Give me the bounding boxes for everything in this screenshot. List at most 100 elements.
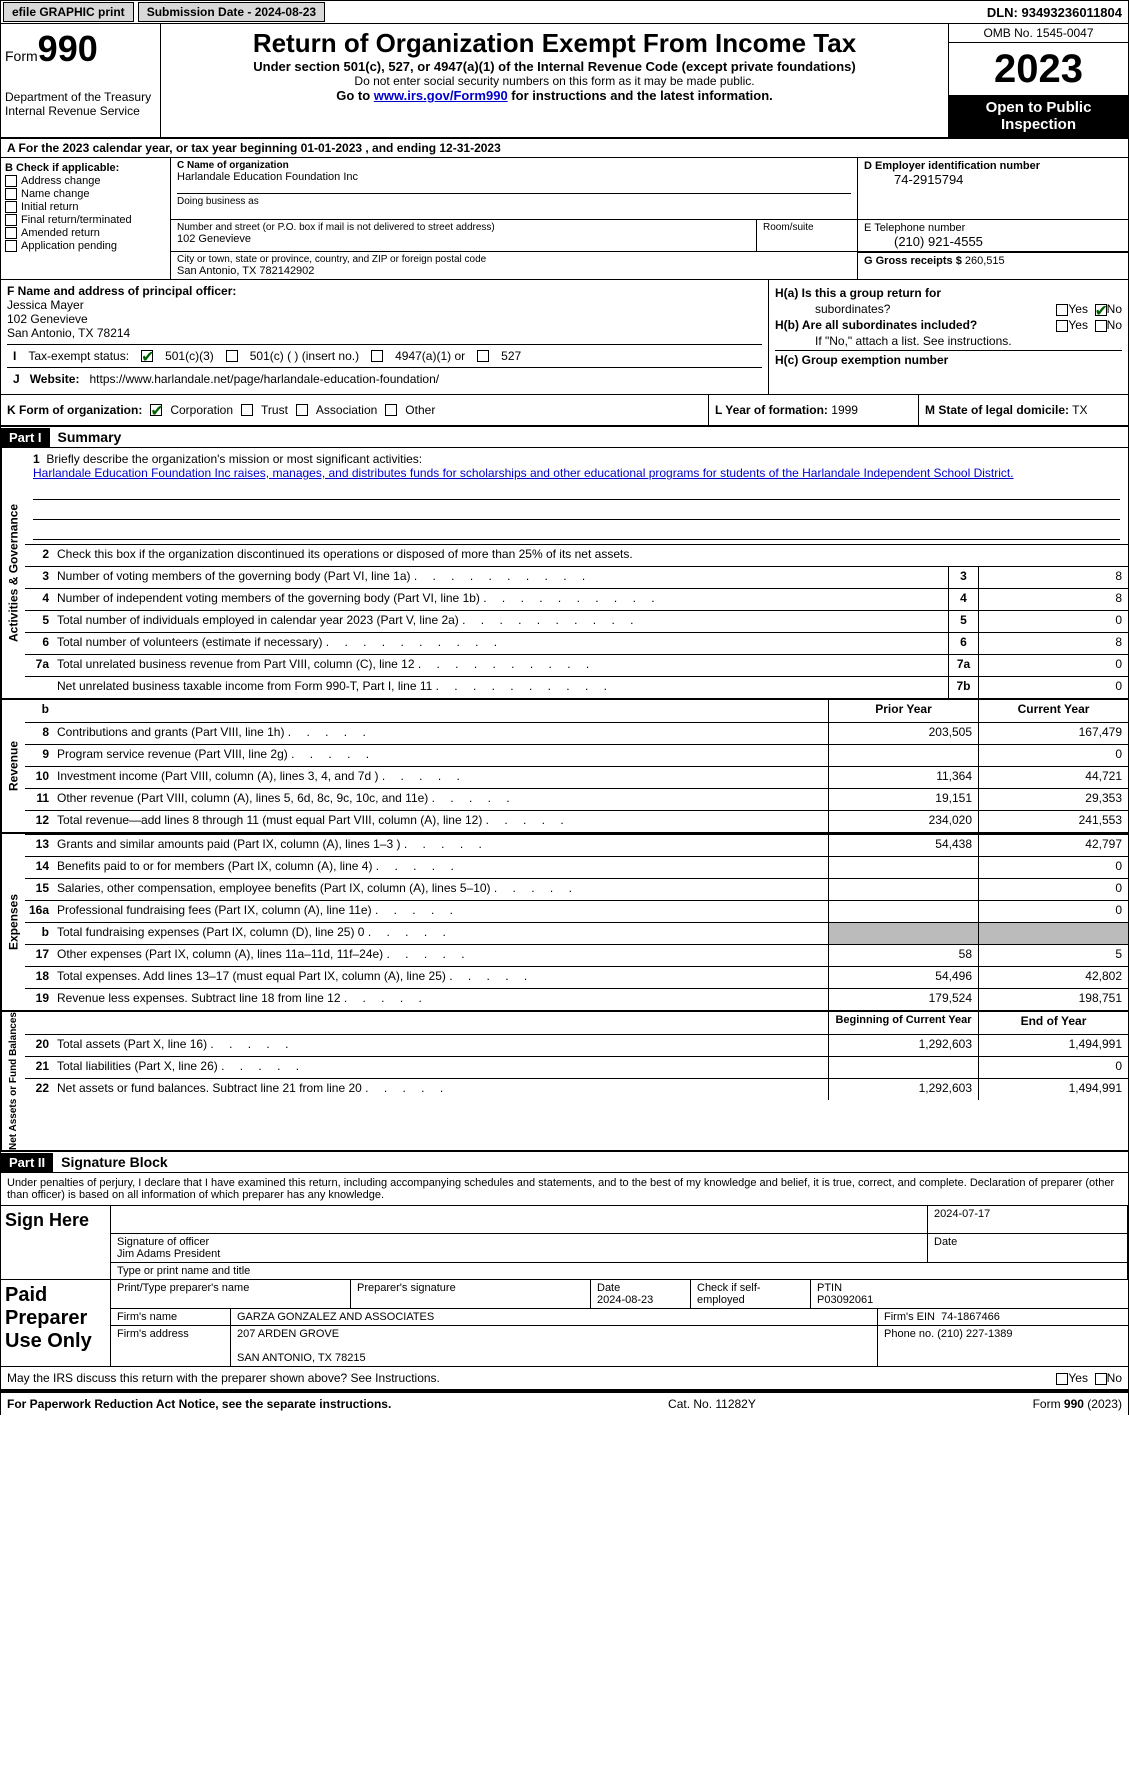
chk-501c[interactable] <box>226 350 238 362</box>
ptin-value: P03092061 <box>817 1294 873 1306</box>
mission-text[interactable]: Harlandale Education Foundation Inc rais… <box>33 466 1014 480</box>
opt-final: Final return/terminated <box>21 214 132 226</box>
opt-pending: Application pending <box>21 240 117 252</box>
j-label: Website: <box>30 372 80 386</box>
hb-sub: If "No," attach a list. See instructions… <box>775 334 1012 348</box>
chk-4947[interactable] <box>371 350 383 362</box>
data-line: 18 Total expenses. Add lines 13–17 (must… <box>25 966 1128 988</box>
data-line: 12 Total revenue—add lines 8 through 11 … <box>25 810 1128 832</box>
part2-title: Signature Block <box>53 1152 176 1172</box>
gov-line: 4 Number of independent voting members o… <box>25 588 1128 610</box>
type-name-label: Type or print name and title <box>111 1263 1128 1279</box>
data-line: 22 Net assets or fund balances. Subtract… <box>25 1078 1128 1100</box>
q2: Check this box if the organization disco… <box>57 547 633 561</box>
preparer-sig-label: Preparer's signature <box>351 1280 591 1309</box>
sign-here-block: Sign Here 2024-07-17 Signature of office… <box>1 1206 1128 1280</box>
officer-name: Jessica Mayer <box>7 298 762 312</box>
chk-address[interactable] <box>5 175 17 187</box>
col-current: Current Year <box>978 700 1128 722</box>
m-label: M State of legal domicile: <box>925 403 1069 417</box>
irs-link[interactable]: www.irs.gov/Form990 <box>374 88 508 103</box>
date-label: Date <box>928 1234 1128 1263</box>
firm-addr2: SAN ANTONIO, TX 78215 <box>237 1352 366 1364</box>
phone-label: E Telephone number <box>864 222 1122 234</box>
firm-addr1: 207 ARDEN GROVE <box>237 1328 339 1340</box>
footer-right: Form 990 (2023) <box>1033 1397 1122 1411</box>
sig-officer-label: Signature of officer <box>117 1236 209 1248</box>
sign-here-label: Sign Here <box>1 1206 111 1279</box>
room-label: Room/suite <box>763 222 851 233</box>
data-line: 13 Grants and similar amounts paid (Part… <box>25 834 1128 856</box>
subtitle-1: Under section 501(c), 527, or 4947(a)(1)… <box>169 59 940 74</box>
ha-yes[interactable] <box>1056 304 1068 316</box>
opt-501c: 501(c) ( ) (insert no.) <box>250 349 359 363</box>
chk-final[interactable] <box>5 214 17 226</box>
l-label: L Year of formation: <box>715 403 828 417</box>
ha-no[interactable] <box>1095 304 1107 316</box>
chk-527[interactable] <box>477 350 489 362</box>
gov-line: 6 Total number of volunteers (estimate i… <box>25 632 1128 654</box>
website-url: https://www.harlandale.net/page/harlanda… <box>90 372 440 386</box>
sub3-pre: Go to <box>336 88 374 103</box>
opt-501c3: 501(c)(3) <box>165 349 214 363</box>
form-container: Form990 Department of the Treasury Inter… <box>0 24 1129 1415</box>
chk-amended[interactable] <box>5 227 17 239</box>
submission-btn[interactable]: Submission Date - 2024-08-23 <box>138 2 325 22</box>
hb-yes[interactable] <box>1056 320 1068 332</box>
chk-501c3[interactable] <box>141 350 153 362</box>
ein-value: 74-2915794 <box>864 172 1122 187</box>
firm-ein: 74-1867466 <box>941 1311 1000 1323</box>
chk-name[interactable] <box>5 188 17 200</box>
l-value: 1999 <box>831 403 858 417</box>
preparer-date: 2024-08-23 <box>597 1294 653 1306</box>
chk-assoc[interactable] <box>296 404 308 416</box>
addr-label: Number and street (or P.O. box if mail i… <box>177 222 750 233</box>
ha-label: H(a) Is this a group return for <box>775 286 941 300</box>
row-klm: K Form of organization: Corporation Trus… <box>1 395 1128 427</box>
gov-line: 3 Number of voting members of the govern… <box>25 566 1128 588</box>
check-self: Check if self-employed <box>697 1282 761 1306</box>
subtitle-2: Do not enter social security numbers on … <box>169 74 940 88</box>
gross-label: G Gross receipts $ <box>864 255 962 267</box>
efile-btn[interactable]: efile GRAPHIC print <box>3 2 134 22</box>
vlabel-expenses: Expenses <box>1 834 25 1010</box>
dept-text: Department of the Treasury Internal Reve… <box>5 90 156 118</box>
data-line: 8 Contributions and grants (Part VIII, l… <box>25 722 1128 744</box>
section-b-cde: B Check if applicable: Address change Na… <box>1 158 1128 280</box>
firm-addr-label: Firm's address <box>111 1326 231 1366</box>
data-line: 9 Program service revenue (Part VIII, li… <box>25 744 1128 766</box>
hb-no[interactable] <box>1095 320 1107 332</box>
omb-number: OMB No. 1545-0047 <box>949 24 1128 43</box>
opt-address: Address change <box>21 175 101 187</box>
part2-hdr: Part II <box>1 1153 53 1172</box>
c-label: C Name of organization <box>177 160 289 171</box>
col-prior: Prior Year <box>828 700 978 722</box>
hb-label: H(b) Are all subordinates included? <box>775 318 977 332</box>
data-line: 16a Professional fundraising fees (Part … <box>25 900 1128 922</box>
chk-corp[interactable] <box>150 404 162 416</box>
line-a: A For the 2023 calendar year, or tax yea… <box>1 139 1128 158</box>
discuss-text: May the IRS discuss this return with the… <box>7 1371 440 1385</box>
discuss-yes[interactable] <box>1056 1373 1068 1385</box>
opt-527: 527 <box>501 349 521 363</box>
m-value: TX <box>1072 403 1087 417</box>
officer-addr1: 102 Genevieve <box>7 312 762 326</box>
phone-value: (210) 921-4555 <box>864 234 1122 249</box>
footer-left: For Paperwork Reduction Act Notice, see … <box>7 1397 391 1411</box>
data-line: 15 Salaries, other compensation, employe… <box>25 878 1128 900</box>
chk-other[interactable] <box>385 404 397 416</box>
paid-preparer-block: Paid Preparer Use Only Print/Type prepar… <box>1 1280 1128 1367</box>
chk-pending[interactable] <box>5 240 17 252</box>
chk-trust[interactable] <box>241 404 253 416</box>
form-header: Form990 Department of the Treasury Inter… <box>1 24 1128 139</box>
gov-line: Net unrelated business taxable income fr… <box>25 676 1128 698</box>
sign-date: 2024-07-17 <box>934 1208 990 1220</box>
discuss-no[interactable] <box>1095 1373 1107 1385</box>
topbar: efile GRAPHIC print Submission Date - 20… <box>0 0 1129 24</box>
street-addr: 102 Genevieve <box>177 233 750 245</box>
data-line: 19 Revenue less expenses. Subtract line … <box>25 988 1128 1010</box>
open-inspection: Open to Public Inspection <box>949 95 1128 137</box>
row-fh: F Name and address of principal officer:… <box>1 280 1128 395</box>
part1-hdr: Part I <box>1 428 50 447</box>
chk-initial[interactable] <box>5 201 17 213</box>
